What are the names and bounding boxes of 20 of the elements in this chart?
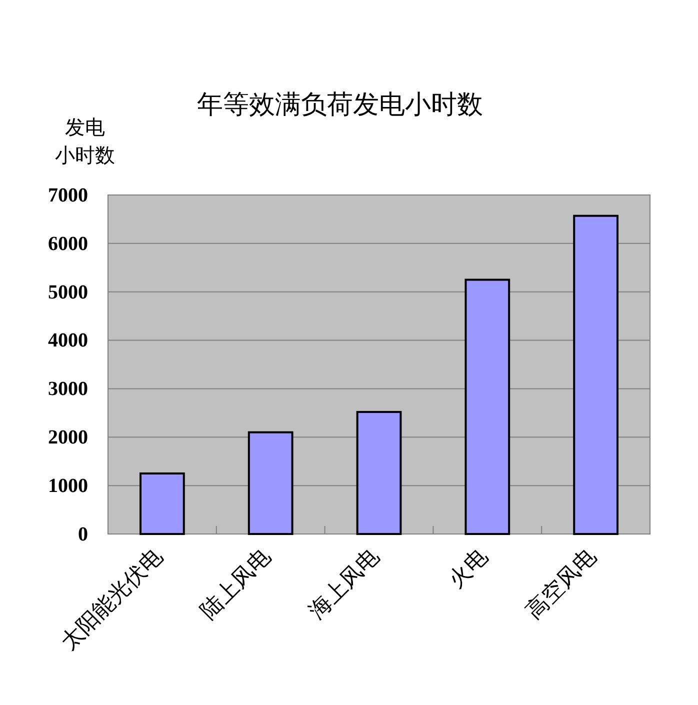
x-tick-label: 太阳能光伏电 bbox=[56, 544, 168, 656]
bar bbox=[248, 431, 294, 535]
bar bbox=[140, 472, 185, 535]
bar bbox=[464, 278, 510, 535]
x-tick-label: 陆上风电 bbox=[196, 544, 276, 624]
y-tick-label: 7000 bbox=[48, 184, 88, 206]
y-tick-label: 0 bbox=[78, 523, 88, 546]
x-tick-label: 海上风电 bbox=[304, 544, 384, 624]
x-tick-label: 高空风电 bbox=[521, 544, 602, 624]
y-axis-title: 发电小时数 bbox=[55, 115, 115, 167]
y-tick-label: 6000 bbox=[48, 232, 88, 255]
x-tick-label: 火电 bbox=[444, 544, 493, 594]
y-tick-label: 3000 bbox=[48, 378, 88, 400]
y-tick-label: 4000 bbox=[48, 330, 88, 352]
y-tick-label: 5000 bbox=[48, 281, 88, 304]
chart-title: 年等效满负荷发电小时数 bbox=[197, 90, 483, 120]
bar bbox=[573, 214, 618, 535]
bar bbox=[356, 410, 402, 535]
y-tick-label: 1000 bbox=[48, 474, 88, 497]
y-tick-label: 2000 bbox=[48, 426, 88, 449]
